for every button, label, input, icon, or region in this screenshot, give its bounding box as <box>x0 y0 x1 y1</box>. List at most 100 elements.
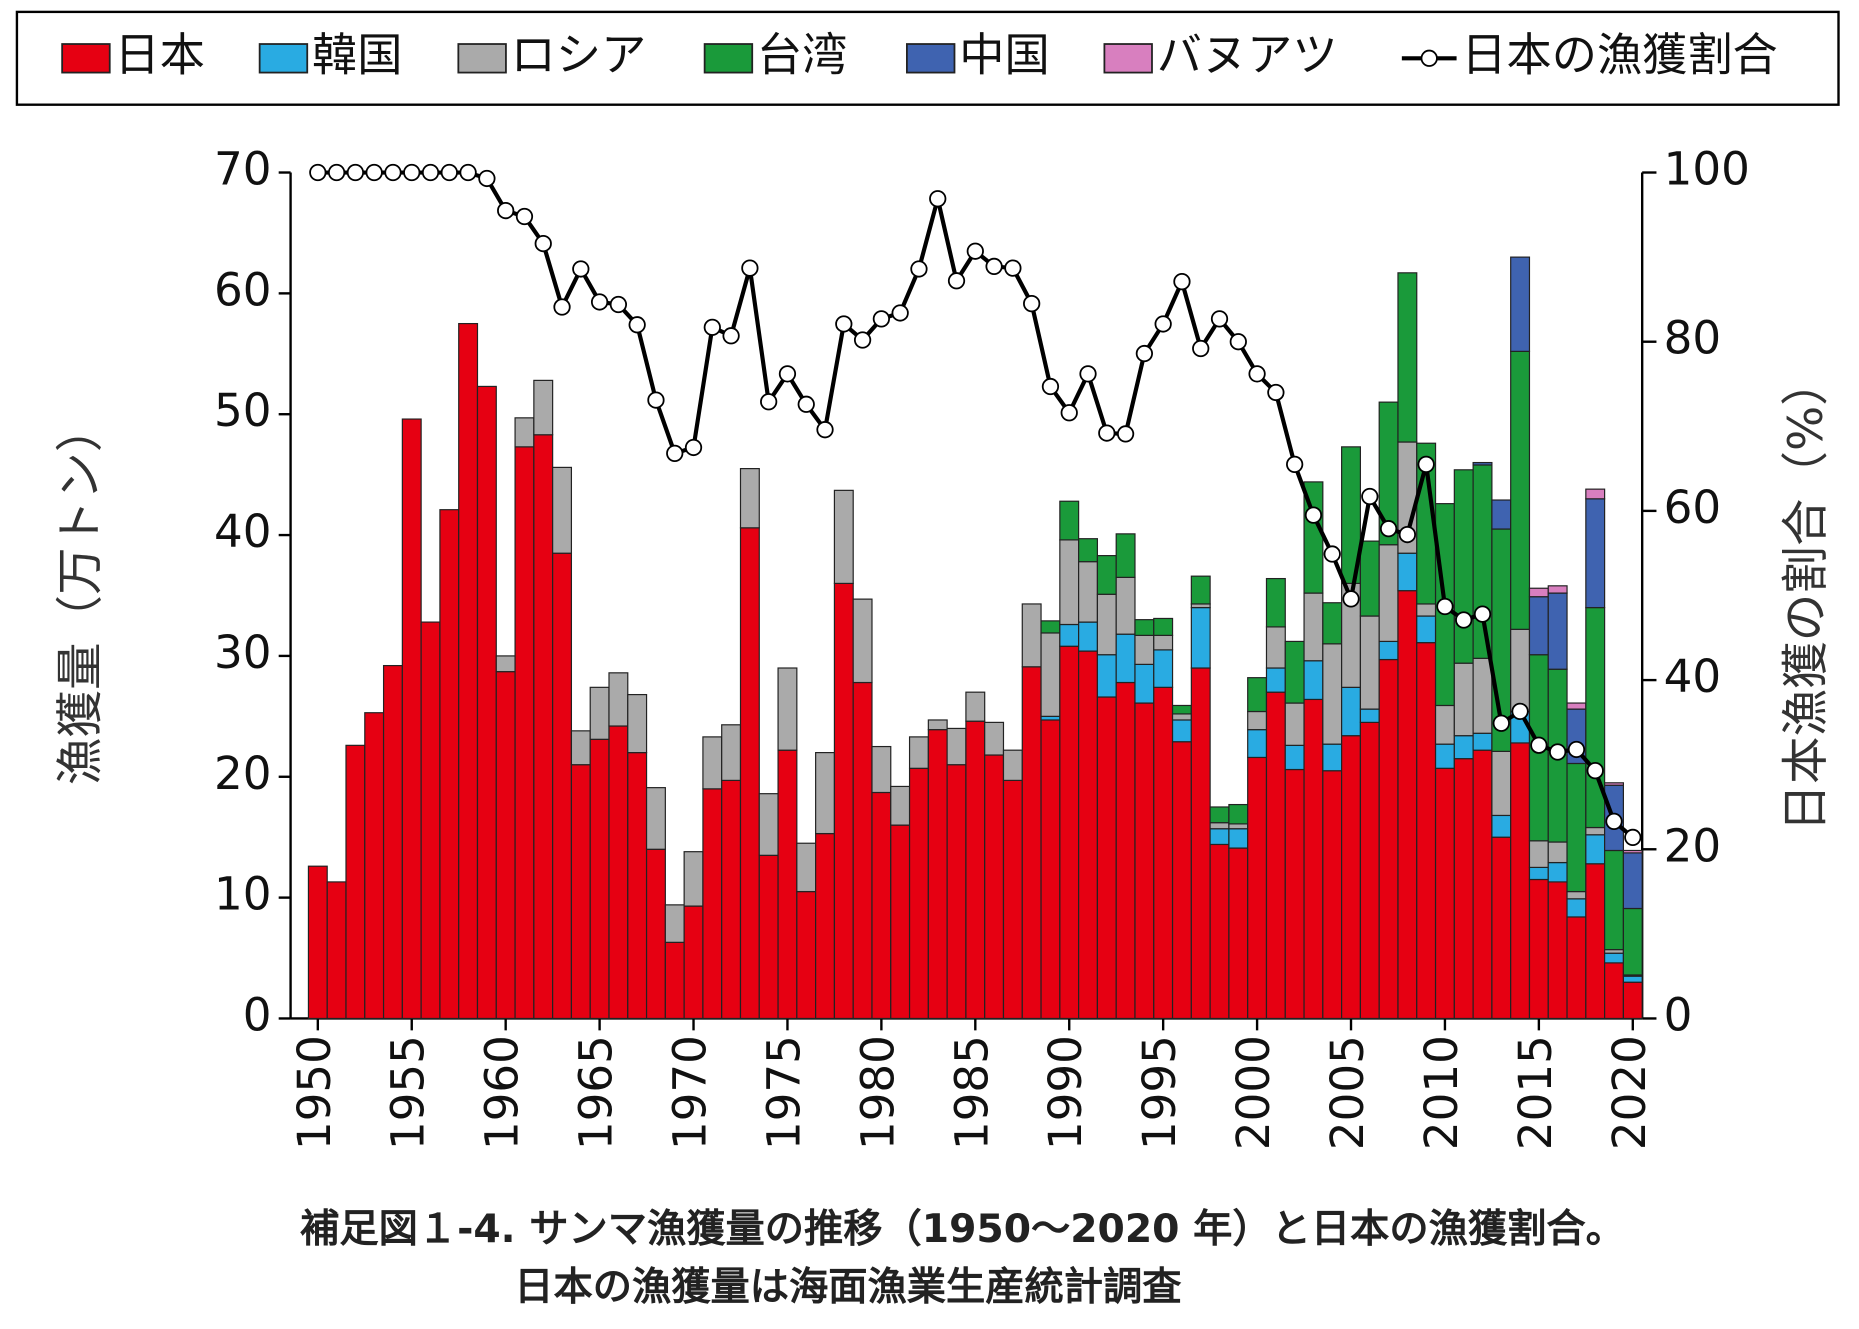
bar-segment <box>1622 852 1643 910</box>
legend-swatch <box>258 43 309 74</box>
bar-segment <box>1040 632 1061 717</box>
caption: 補足図１-4. サンマ漁獲量の推移（1950～2020 年）と日本の漁獲割合。 <box>300 1207 1625 1252</box>
x-tick-label: 1950 <box>288 1035 341 1150</box>
bar-segment <box>420 621 441 1020</box>
bar-segment <box>1190 606 1211 669</box>
share-marker <box>1417 455 1435 473</box>
y2-axis-label: 日本漁獲の割合（%） <box>1779 358 1834 831</box>
y2-tick-label: 40 <box>1664 650 1722 703</box>
bar-segment <box>1247 729 1268 759</box>
x-tick-label: 2015 <box>1509 1035 1562 1150</box>
y-axis-label: 漁獲量（万トン） <box>54 405 109 786</box>
bar-segment <box>1190 667 1211 1020</box>
caption: 日本の漁獲量は海面漁業生産統計調査 <box>514 1265 1182 1310</box>
bar-segment <box>1284 768 1305 1020</box>
share-marker <box>1455 611 1473 629</box>
share-marker <box>872 310 891 328</box>
legend-swatch <box>906 43 956 74</box>
bar-segment <box>439 509 460 1020</box>
bar-segment <box>1434 704 1455 745</box>
bar-segment <box>1247 756 1268 1020</box>
bar-segment <box>1453 662 1474 737</box>
bar-segment <box>683 905 704 1020</box>
bar-segment <box>1247 677 1268 713</box>
y2-tick-label: 100 <box>1664 143 1750 196</box>
bar-segment <box>1510 350 1531 630</box>
y-tick-label: 30 <box>214 626 272 679</box>
bar-segment <box>589 738 610 1020</box>
bar-segment <box>1547 861 1568 883</box>
bar-segment <box>1604 782 1624 786</box>
bar-segment <box>1096 654 1117 698</box>
bar-segment <box>1491 836 1512 1020</box>
legend-label: 中国 <box>959 28 1049 81</box>
legend-label: 日本 <box>114 28 204 81</box>
bar-segment <box>1566 890 1587 900</box>
bar-segment <box>1453 758 1474 1020</box>
bar-segment <box>1021 666 1042 1020</box>
x-tick-label: 2020 <box>1603 1035 1656 1150</box>
bar-segment <box>1378 640 1399 661</box>
share-marker <box>590 293 609 311</box>
bar-segment <box>1134 619 1155 636</box>
y-tick-label: 10 <box>214 868 272 921</box>
bar-segment <box>1566 898 1587 918</box>
share-marker <box>1511 702 1529 721</box>
bar-segment <box>1059 623 1080 647</box>
bar-segment <box>1171 713 1192 721</box>
bar-segment <box>1322 602 1343 645</box>
share-marker <box>853 331 872 349</box>
share-marker <box>1173 273 1191 291</box>
share-marker <box>835 315 853 333</box>
share-marker <box>666 444 684 462</box>
bar-segment <box>1153 617 1174 636</box>
bar-segment <box>514 446 535 1020</box>
bar-segment <box>1209 822 1230 830</box>
bar-segment <box>965 720 986 1020</box>
bar-segment <box>984 754 1005 1020</box>
bar-segment <box>1397 552 1418 592</box>
share-marker <box>929 190 947 208</box>
bar-segment <box>890 785 911 826</box>
bar-segment <box>458 322 479 1020</box>
bar-segment <box>1491 750 1512 817</box>
bar-segment <box>1585 488 1606 500</box>
share-marker <box>572 260 590 278</box>
y-tick-label: 40 <box>214 505 272 558</box>
bar-segment <box>514 417 535 448</box>
bar-segment <box>1585 863 1606 1020</box>
bar-segment <box>1434 767 1455 1020</box>
share-marker <box>1229 333 1247 351</box>
bar-segment <box>1040 719 1061 1020</box>
share-marker <box>647 391 665 409</box>
share-marker <box>1492 714 1510 732</box>
bar-segment <box>1115 633 1136 684</box>
bar-segment <box>1528 587 1549 598</box>
bar-segment <box>1622 849 1643 854</box>
bar-segment <box>1153 634 1174 651</box>
bar-segment <box>1491 814 1512 838</box>
bar-segment <box>1153 649 1174 688</box>
bar-segment <box>627 693 648 754</box>
x-tick-label: 1980 <box>851 1035 904 1150</box>
bar-segment <box>1510 742 1531 1020</box>
share-marker <box>1041 377 1060 396</box>
bar-segment <box>702 736 723 790</box>
share-marker <box>1567 740 1586 759</box>
bar-segment <box>1585 826 1606 836</box>
bar-segment <box>1547 881 1568 1020</box>
bar-segment <box>645 848 666 1020</box>
bar-segment <box>664 904 685 943</box>
bar-segment <box>1247 710 1268 731</box>
bar-segment <box>1585 834 1606 865</box>
share-marker <box>478 169 496 188</box>
legend-frame <box>15 10 1840 106</box>
bar-segment <box>721 779 742 1020</box>
bar-segment <box>1171 741 1192 1020</box>
bar-segment <box>345 744 366 1020</box>
legend-label: 韓国 <box>312 28 402 81</box>
bar-segment <box>1604 962 1624 1020</box>
bar-segment <box>852 681 873 1020</box>
bar-segment <box>533 379 554 436</box>
share-marker <box>1135 344 1154 363</box>
